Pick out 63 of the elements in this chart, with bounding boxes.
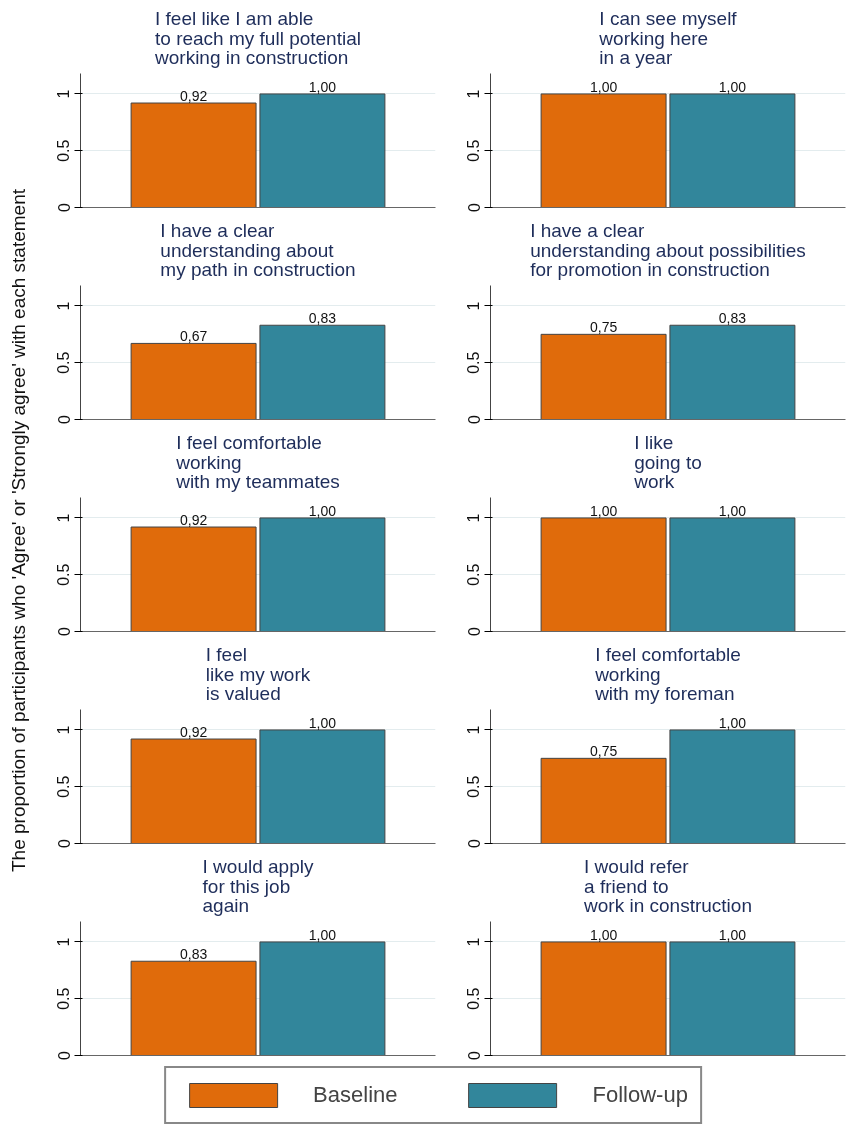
y-tick-label: 0.5 [55, 139, 73, 162]
chart-title: I feel comfortable working with my teammates [175, 431, 340, 493]
y-tick-label: 1 [465, 725, 483, 735]
y-tick-label: 1 [465, 937, 483, 947]
y-tick-label: 1 [55, 513, 73, 523]
data-label: 1,00 [308, 926, 337, 943]
y-tick-label: 0 [465, 838, 483, 848]
chart-title: I like going to work [633, 431, 702, 493]
data-label: 0,75 [589, 319, 618, 336]
y-tick-label: 0 [465, 626, 483, 636]
y-tick-label: 1 [55, 725, 73, 735]
y-tick-label: 0.5 [465, 987, 483, 1010]
data-label: 0,92 [179, 724, 208, 741]
chart-title: I would apply for this job again [202, 855, 314, 917]
y-tick-label: 1 [465, 301, 483, 311]
data-label: 1,00 [589, 78, 618, 95]
chart-title: I feel like I am able to reach my full potential working in construction [154, 7, 361, 69]
legend-label: Baseline [313, 1082, 398, 1108]
data-label: 1,00 [308, 78, 337, 95]
y-tick-label: 0.5 [55, 987, 73, 1010]
data-label: 1,00 [718, 714, 747, 731]
y-tick-label: 0 [465, 202, 483, 212]
y-tick-label: 0.5 [465, 775, 483, 798]
data-label: 1,00 [718, 926, 747, 943]
chart-title: I feel comfortable working with my foreman [594, 643, 741, 705]
y-tick-label: 0 [465, 414, 483, 424]
data-label: 0,67 [179, 328, 208, 345]
y-tick-label: 0.5 [55, 775, 73, 798]
y-tick-label: 0 [55, 414, 73, 424]
y-tick-label: 1 [55, 89, 73, 99]
y-tick-label: 1 [55, 937, 73, 947]
data-label: 0,83 [308, 310, 337, 327]
data-label: 0,75 [589, 743, 618, 760]
y-tick-label: 0 [55, 1050, 73, 1060]
y-tick-label: 0.5 [465, 139, 483, 162]
data-label: 0,83 [179, 946, 208, 963]
y-tick-label: 1 [465, 89, 483, 99]
data-label: 0,83 [718, 310, 747, 327]
y-axis-title: The proportion of participants who 'Agree' or 'Strongly agree' with each statement [8, 188, 29, 873]
y-tick-label: 0.5 [55, 563, 73, 586]
chart-title: I have a clear understanding about my path in construction [160, 219, 356, 281]
data-label: 1,00 [308, 714, 337, 731]
y-tick-label: 0 [55, 626, 73, 636]
y-tick-label: 1 [465, 513, 483, 523]
y-tick-label: 0.5 [465, 563, 483, 586]
chart-title: I can see myself working here in a year [598, 7, 738, 69]
data-label: 1,00 [589, 502, 618, 519]
legend-label: Follow-up [592, 1082, 688, 1108]
chart-title: I have a clear understanding about possibilities for promotion in construction [530, 219, 806, 281]
data-label: 1,00 [589, 926, 618, 943]
chart-title: I feel like my work is valued [205, 643, 311, 705]
chart-title: I would refer a friend to work in construction [583, 855, 752, 917]
y-tick-label: 0.5 [465, 351, 483, 374]
data-label: 0,92 [179, 512, 208, 529]
data-label: 1,00 [308, 502, 337, 519]
y-tick-label: 1 [55, 301, 73, 311]
data-label: 1,00 [718, 78, 747, 95]
y-tick-label: 0.5 [55, 351, 73, 374]
y-tick-label: 0 [55, 838, 73, 848]
data-label: 1,00 [718, 502, 747, 519]
data-label: 0,92 [179, 88, 208, 105]
y-tick-label: 0 [55, 202, 73, 212]
y-tick-label: 0 [465, 1050, 483, 1060]
